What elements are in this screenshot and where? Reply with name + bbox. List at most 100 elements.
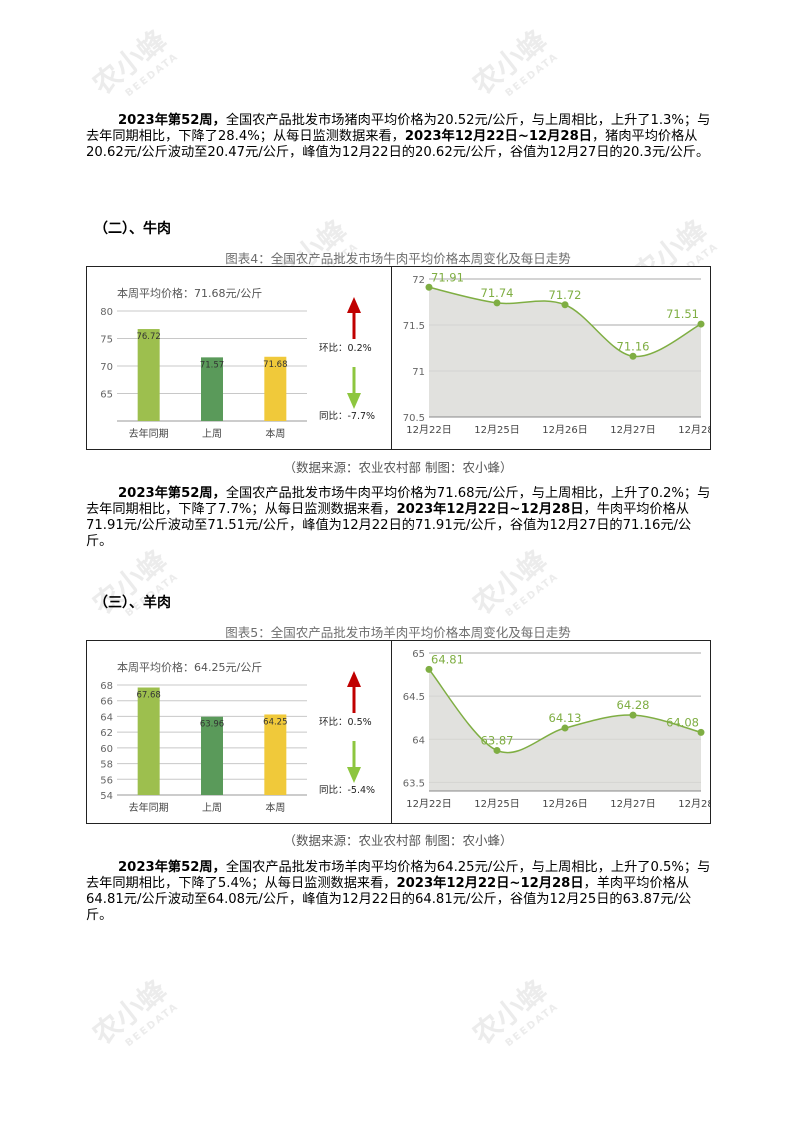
tongbi-label: 同比：-7.7% bbox=[319, 410, 375, 422]
y-tick-label: 68 bbox=[100, 681, 113, 692]
bar-value-label: 71.57 bbox=[200, 360, 224, 370]
beef-text-1: 全国农产品批发市场牛肉平均价格为71.68元/公斤，与上周相比，上升了0.2%；… bbox=[86, 486, 711, 517]
y-tick-label: 65 bbox=[412, 649, 425, 660]
bar bbox=[201, 716, 223, 795]
x-tick-label: 本周 bbox=[265, 427, 285, 440]
data-point bbox=[561, 724, 569, 732]
y-tick-label: 54 bbox=[100, 791, 113, 802]
mutton-data-source: （数据来源：农业农村部 制图：农小蜂） bbox=[283, 833, 513, 848]
mutton-figure: 本周平均价格：64.25元/公斤 54 56 58 60 62 64 66 68 67.68 去年同… bbox=[86, 640, 711, 824]
up-arrow-icon bbox=[347, 297, 361, 313]
x-tick-label: 12月22日 bbox=[406, 424, 451, 436]
x-tick-label: 12月26日 bbox=[542, 798, 587, 810]
down-arrow-icon bbox=[347, 767, 361, 783]
figure-divider bbox=[391, 267, 392, 449]
mutton-week: 2023年第52周， bbox=[118, 860, 226, 875]
data-point bbox=[629, 711, 637, 719]
y-tick-label: 65 bbox=[100, 390, 113, 401]
mutton-text-1: 全国农产品批发市场羊肉平均价格为64.25元/公斤，与上周相比，上升了0.5%；… bbox=[86, 860, 711, 891]
x-tick-label: 12月27日 bbox=[610, 798, 655, 810]
x-tick-label: 上周 bbox=[202, 428, 222, 440]
up-arrow-icon bbox=[347, 671, 361, 687]
data-point bbox=[561, 301, 569, 309]
beef-date-range: 2023年12月22日~12月28日 bbox=[396, 502, 584, 517]
x-tick-label: 12月22日 bbox=[406, 798, 451, 810]
x-tick-label: 12月28日 bbox=[678, 798, 710, 810]
y-tick-label: 62 bbox=[100, 728, 113, 739]
figure-divider bbox=[391, 641, 392, 823]
series-line bbox=[428, 668, 702, 754]
y-tick-label: 63.5 bbox=[403, 778, 425, 789]
pork-summary-paragraph: 2023年第52周，全国农产品批发市场猪肉平均价格为20.52元/公斤，与上周相… bbox=[86, 113, 711, 161]
y-tick-label: 56 bbox=[100, 775, 113, 786]
pork-week: 2023年第52周， bbox=[118, 113, 226, 128]
x-tick-label: 上周 bbox=[202, 802, 222, 814]
area-fill bbox=[429, 287, 701, 417]
x-tick-label: 去年同期 bbox=[129, 427, 169, 440]
mutton-figure-caption: 图表5：全国农产品批发市场羊肉平均价格本周变化及每日走势 bbox=[225, 625, 571, 640]
pork-text-1: 全国农产品批发市场猪肉平均价格为20.52元/公斤，与上周相比，上升了1.3%；… bbox=[86, 113, 711, 144]
mutton-text-2: ，羊肉平均价格从64.81元/公斤波动至64.08元/公斤，峰值为12月22日的… bbox=[86, 876, 692, 923]
point-value-label: 71.72 bbox=[549, 288, 582, 302]
beef-text-2: ，牛肉平均价格从71.91元/公斤波动至71.51元/公斤，峰值为12月22日的… bbox=[86, 502, 692, 549]
beef-bar-chart: 本周平均价格：71.68元/公斤 65 70 75 80 76.72 去年同期 71.57 上周… bbox=[100, 286, 375, 440]
data-point bbox=[629, 352, 637, 360]
point-value-label: 64.28 bbox=[617, 698, 650, 712]
beef-heading: （二）、牛肉 bbox=[94, 221, 171, 237]
point-value-label: 64.08 bbox=[666, 715, 699, 729]
x-tick-label: 12月26日 bbox=[542, 424, 587, 436]
y-tick-label: 64.5 bbox=[403, 692, 425, 703]
chart-title: 本周平均价格：71.68元/公斤 bbox=[117, 286, 262, 300]
pork-text-2: ，猪肉平均价格从20.62元/公斤波动至20.47元/公斤，峰值为12月22日的… bbox=[86, 129, 710, 160]
point-value-label: 63.87 bbox=[481, 733, 514, 747]
bar-value-label: 76.72 bbox=[136, 332, 160, 342]
x-tick-label: 去年同期 bbox=[129, 801, 169, 814]
mutton-date-range: 2023年12月22日~12月28日 bbox=[396, 876, 584, 891]
y-tick-label: 71 bbox=[412, 367, 425, 378]
data-point bbox=[425, 665, 433, 673]
point-value-label: 64.13 bbox=[549, 711, 582, 725]
bar-value-label: 63.96 bbox=[200, 720, 224, 730]
bar-value-label: 64.25 bbox=[263, 717, 287, 727]
point-value-label: 71.74 bbox=[481, 286, 514, 300]
beef-week: 2023年第52周， bbox=[118, 486, 226, 501]
point-value-label: 71.16 bbox=[617, 339, 650, 353]
data-point bbox=[697, 320, 705, 328]
bar bbox=[264, 356, 287, 421]
x-tick-label: 12月25日 bbox=[474, 798, 519, 810]
tongbi-label: 同比：-5.4% bbox=[319, 784, 375, 796]
mutton-bar-chart: 本周平均价格：64.25元/公斤 54 56 58 60 62 64 66 68 67.68 去年同… bbox=[100, 660, 375, 814]
beef-figure-caption: 图表4：全国农产品批发市场牛肉平均价格本周变化及每日走势 bbox=[225, 251, 571, 266]
point-value-label: 64.81 bbox=[431, 652, 464, 666]
y-tick-label: 66 bbox=[100, 697, 113, 708]
y-tick-label: 71.5 bbox=[403, 321, 425, 332]
y-tick-label: 75 bbox=[100, 335, 113, 346]
mutton-line-chart: 63.5 64 64.5 65 64.81 12月22日 63.87 12月25日 64.13 1… bbox=[403, 649, 710, 810]
bar-value-label: 67.68 bbox=[136, 691, 160, 701]
bar bbox=[264, 714, 287, 795]
beef-figure: 本周平均价格：71.68元/公斤 65 70 75 80 76.72 去年同期 71.57 上周… bbox=[86, 266, 711, 450]
y-tick-label: 72 bbox=[412, 275, 425, 286]
x-tick-label: 12月28日 bbox=[678, 424, 710, 436]
y-tick-label: 70.5 bbox=[403, 413, 425, 424]
bar-value-label: 71.68 bbox=[263, 360, 287, 370]
huanbi-label: 环比：0.2% bbox=[319, 342, 372, 354]
down-arrow-icon bbox=[347, 393, 361, 409]
huanbi-label: 环比：0.5% bbox=[319, 716, 372, 728]
y-tick-label: 64 bbox=[100, 712, 113, 723]
mutton-summary-paragraph: 2023年第52周，全国农产品批发市场羊肉平均价格为64.25元/公斤，与上周相… bbox=[86, 860, 711, 924]
point-value-label: 71.91 bbox=[431, 270, 464, 284]
y-tick-label: 64 bbox=[412, 735, 425, 746]
pork-date-range: 2023年12月22日~12月28日 bbox=[404, 129, 592, 144]
x-tick-label: 本周 bbox=[265, 801, 285, 814]
x-tick-label: 12月27日 bbox=[610, 424, 655, 436]
bar bbox=[201, 357, 223, 421]
beef-data-source: （数据来源：农业农村部 制图：农小蜂） bbox=[283, 460, 513, 475]
beef-summary-paragraph: 2023年第52周，全国农产品批发市场牛肉平均价格为71.68元/公斤，与上周相… bbox=[86, 486, 711, 550]
y-tick-label: 70 bbox=[100, 362, 113, 373]
data-point bbox=[493, 299, 501, 307]
